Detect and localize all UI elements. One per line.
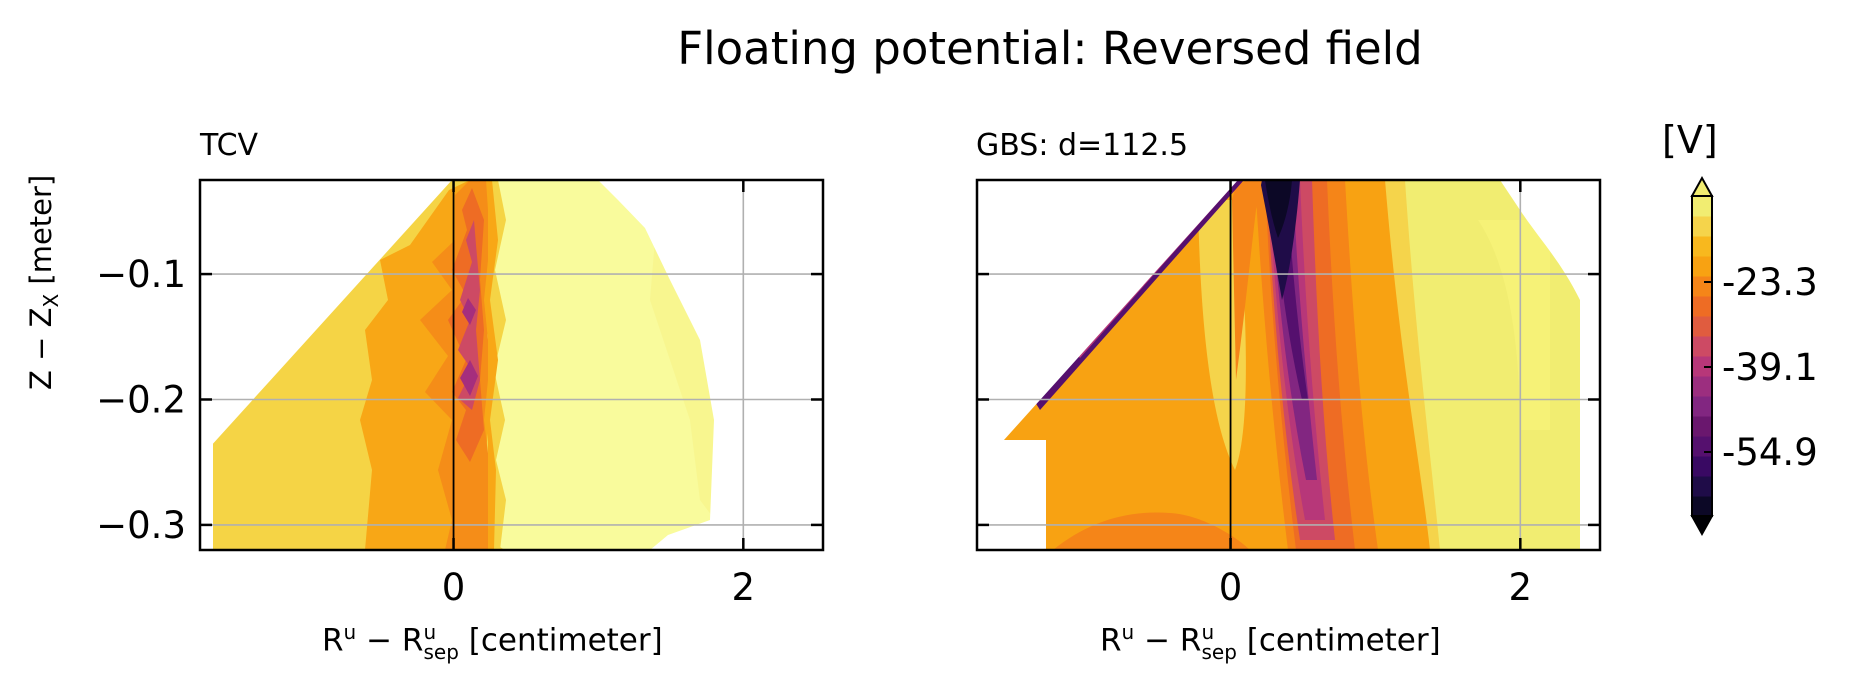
colorbar-segment <box>1692 296 1712 317</box>
colorbar-segment <box>1692 496 1712 517</box>
colorbar-segment <box>1692 376 1712 397</box>
colorbar-segment <box>1692 436 1712 457</box>
colorbar-segment <box>1692 456 1712 477</box>
tcv-ytick-label: −0.3 <box>96 504 186 547</box>
colorbar-segment <box>1692 396 1712 417</box>
colorbar-frame <box>1691 195 1713 517</box>
colorbar-segment <box>1692 236 1712 257</box>
gbs-domain-mask <box>977 180 1600 550</box>
tcv-xtick-label: 0 <box>442 566 466 609</box>
colorbar-segment <box>1692 196 1712 217</box>
colorbar-segment <box>1692 476 1712 497</box>
gbs-xtick-label: 2 <box>1509 566 1533 609</box>
colorbar-tick-label: -54.9 <box>1722 431 1818 474</box>
figure-title: Floating potential: Reversed field <box>677 22 1423 75</box>
gbs-contour-field <box>977 180 1600 550</box>
colorbar-segment <box>1692 276 1712 297</box>
colorbar-extend-bottom <box>1690 515 1714 537</box>
colorbar-tick-label: -39.1 <box>1722 346 1818 389</box>
tcv-ytick-label: −0.1 <box>96 253 186 296</box>
colorbar-segment <box>1692 356 1712 377</box>
tcv-ytick-label: −0.2 <box>96 378 186 421</box>
tcv-domain-mask <box>200 180 823 550</box>
axes-layer: 0 2 −0.1 −0.2 −0.3 0 2 <box>96 178 1602 609</box>
colorbar-label: [V] <box>1662 118 1718 162</box>
gbs-axes-frame <box>975 178 1602 552</box>
colorbar-segment <box>1692 336 1712 357</box>
panel-title-gbs: GBS: d=112.5 <box>976 128 1189 163</box>
tcv-xtick-label: 2 <box>732 566 756 609</box>
tcv-axes-frame <box>198 178 825 552</box>
gbs-xtick-label: 0 <box>1219 566 1243 609</box>
colorbar: -23.3 -39.1 -54.9 <box>1690 175 1818 537</box>
colorbar-extend-top <box>1690 175 1714 197</box>
panel-title-tcv: TCV <box>200 128 259 163</box>
colorbar-segment <box>1692 256 1712 277</box>
colorbar-segment <box>1692 416 1712 437</box>
colorbar-segment <box>1692 316 1712 337</box>
colorbar-segment <box>1692 216 1712 237</box>
colorbar-tick-label: -23.3 <box>1722 261 1818 304</box>
